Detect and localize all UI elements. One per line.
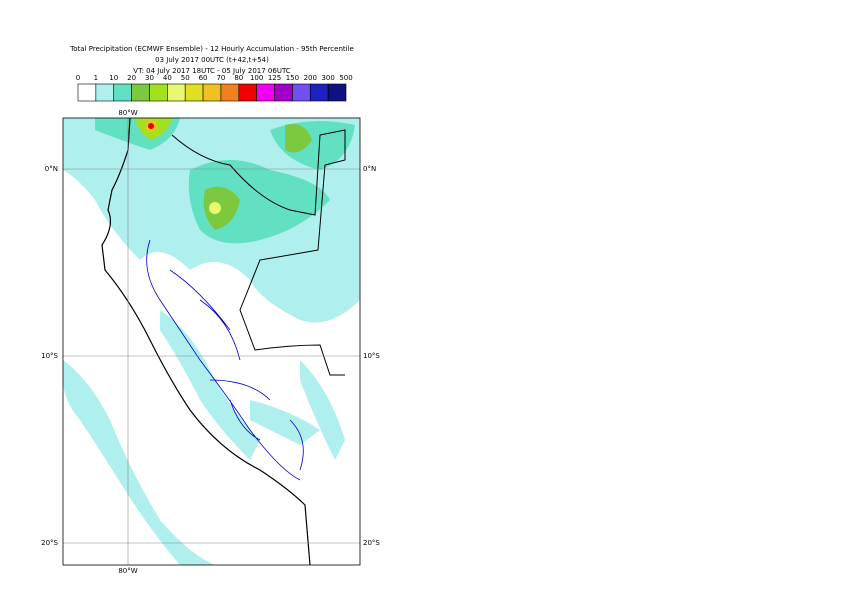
legend-label: 80: [234, 74, 243, 82]
legend-label: 300: [321, 74, 334, 82]
valid-time: VT: 04 July 2017 18UTC - 05 July 2017 06…: [133, 67, 291, 75]
lat-label: 20°S: [41, 539, 58, 547]
map-frame: [62, 117, 361, 566]
legend-swatch: [256, 83, 275, 102]
legend-swatch: [113, 83, 132, 102]
legend-label: 50: [181, 74, 190, 82]
lat-label: 0°N: [45, 165, 58, 173]
legend-swatch: [184, 83, 204, 102]
run-time: 03 July 2017 00UTC (t+42,t+54): [155, 56, 269, 64]
lat-label: 0°N: [363, 165, 376, 173]
legend-swatch: [327, 83, 347, 102]
legend-label: 150: [286, 74, 299, 82]
legend-label: 0: [76, 74, 80, 82]
legend: 0 1 10 20 30 40 50 60 70 80 100 125 150 200 300 500: [76, 74, 353, 102]
lat-label: 20°S: [363, 539, 380, 547]
legend-swatch: [238, 83, 257, 102]
legend-label: 500: [339, 74, 352, 82]
legend-swatch: [77, 83, 97, 102]
legend-label: 40: [163, 74, 172, 82]
title: Total Precipitation (ECMWF Ensemble) - 1…: [69, 45, 354, 53]
legend-label: 30: [145, 74, 154, 82]
lon-label: 80°W: [118, 567, 137, 575]
legend-label: 70: [216, 74, 225, 82]
legend-swatch: [274, 83, 293, 102]
map: 80°W 80°W 0°N 0°N 10°S 10°S 20°S 20°S: [41, 109, 380, 575]
borders: [101, 118, 346, 565]
legend-swatch: [149, 83, 168, 102]
legend-swatch: [292, 83, 311, 102]
legend-label: 1: [94, 74, 98, 82]
graticule: 80°W 80°W 0°N 0°N 10°S 10°S 20°S 20°S: [41, 109, 380, 575]
legend-swatch: [131, 83, 150, 102]
lat-label: 10°S: [363, 352, 380, 360]
legend-label: 200: [304, 74, 317, 82]
legend-label: 10: [109, 74, 118, 82]
legend-swatch: [220, 83, 240, 102]
legend-swatch: [309, 83, 329, 102]
lon-label: 80°W: [118, 109, 137, 117]
legend-label: 60: [199, 74, 208, 82]
legend-label: 20: [127, 74, 136, 82]
legend-swatch: [202, 83, 222, 102]
legend-label: 100: [250, 74, 263, 82]
legend-label: 125: [268, 74, 281, 82]
legend-swatch: [95, 83, 115, 102]
lat-label: 10°S: [41, 352, 58, 360]
legend-swatch: [167, 83, 186, 102]
